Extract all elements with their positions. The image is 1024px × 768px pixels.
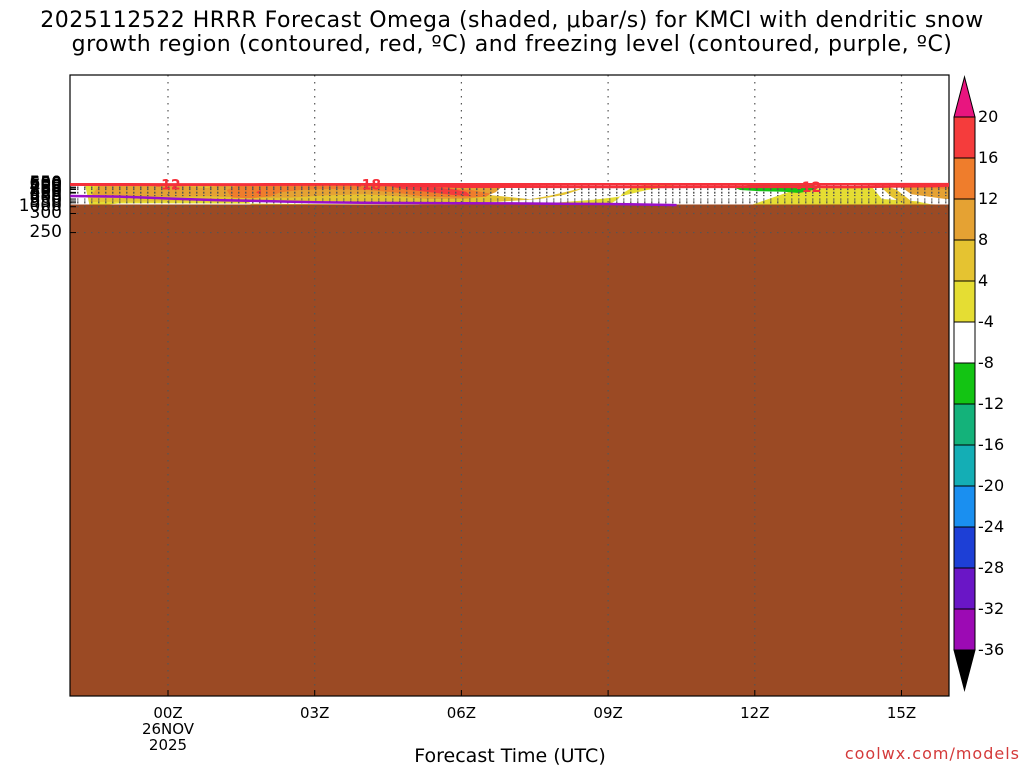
y-tick-label: 700 [29,176,62,197]
colorbar-segment--4 [953,280,976,323]
x-tick-date-label: 2025 [148,736,188,754]
colorbar-segment-16 [953,116,976,159]
colorbar-segment-8 [953,198,976,241]
y-tick-label: 250 [29,221,62,242]
colorbar-top-triangle [953,75,976,118]
x-tick-label: 15Z [886,704,917,722]
y-tick-label: 350 [29,190,62,211]
contour-line-1 [70,182,949,189]
colorbar-segment--36 [953,608,976,651]
colorbar-label: 20 [978,107,999,126]
y-tick-label: 450 [29,177,62,198]
colorbar-label: 8 [978,230,989,249]
colorbar-label: -4 [978,312,994,331]
contour-label-1-0: -12 [155,177,180,193]
colorbar-label: -32 [978,599,1005,618]
y-tick-label: 750 [29,178,62,199]
colorbar-segment--32 [953,567,976,610]
terrain-ground [70,204,949,696]
colorbar-segment--24 [953,485,976,528]
source-credit[interactable]: coolwx.com/models [844,744,1020,763]
colorbar-label: 12 [978,189,999,208]
contour-label-1-1: -12 [796,180,821,196]
x-tick-label: 06Z [446,704,477,722]
y-tick-label: 850 [29,184,62,205]
y-tick-label: 900 [29,188,62,209]
colorbar-label: 16 [978,148,999,167]
y-tick-label: 600 [29,173,62,194]
colorbar-label: -24 [978,517,1005,536]
colorbar-segment--20 [953,444,976,487]
colorbar-label: -36 [978,640,1005,659]
x-tick-label: 09Z [593,704,623,722]
contour-line-2 [70,194,677,207]
colorbar-label: -12 [978,394,1005,413]
omega-region-20-2 [256,190,261,195]
y-tick-label: 1000 [18,195,62,216]
y-tick-label: 800 [29,181,62,202]
colorbar-segment-4 [953,239,976,282]
colorbar-segment--12 [953,362,976,405]
colorbar-label: 4 [978,271,989,290]
colorbar-segment--28 [953,526,976,569]
colorbar-label: -16 [978,435,1005,454]
chart-title-line-1: 2025112522 HRRR Forecast Omega (shaded, … [40,8,984,33]
colorbar-segment-12 [953,157,976,200]
x-tick-label: 12Z [740,704,770,722]
colorbar-segment--8 [953,321,976,364]
colorbar-label: -8 [978,353,994,372]
y-tick-label: 550 [29,173,62,194]
y-tick-label: 500 [29,174,62,195]
y-tick-label: 400 [29,182,62,203]
x-tick-date-label: 26NOV [141,720,195,738]
x-tick-label: 00Z [153,704,183,722]
x-axis-title: Forecast Time (UTC) [414,745,606,767]
omega-region-20-1 [392,185,472,197]
chart-title-line-2: growth region (contoured, red, ºC) and f… [71,32,953,57]
colorbar-segment--16 [953,403,976,446]
x-tick-label: 03Z [300,704,330,722]
y-tick-label: 650 [29,174,62,195]
colorbar-bottom-triangle [953,649,976,692]
colorbar-label: -20 [978,476,1005,495]
y-tick-label: 300 [29,202,62,223]
plot-frame [69,74,950,697]
colorbar-label: -28 [978,558,1005,577]
y-tick-label: 950 [29,191,62,212]
